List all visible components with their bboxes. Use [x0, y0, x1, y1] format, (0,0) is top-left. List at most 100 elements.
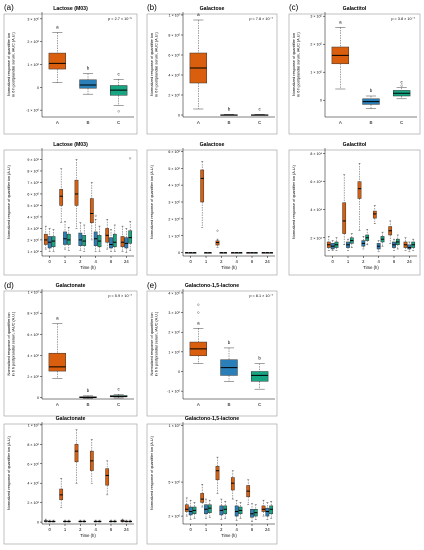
- x-axis-label: Time (h): [221, 533, 237, 538]
- y-axis-label: Normalized response of quantifier ionin …: [7, 311, 15, 376]
- x-tick-label: C: [400, 120, 404, 125]
- x-tick-label: 0: [189, 527, 192, 532]
- x-tick-label: 24: [265, 527, 270, 532]
- x-tick-label: 24: [265, 259, 270, 264]
- chart-title: Galactose: [200, 142, 225, 148]
- box-B-6: [250, 509, 254, 518]
- x-tick-label: 0: [48, 259, 51, 264]
- box-B-24: [265, 507, 270, 517]
- y-tick-label: 5 × 10⁶: [27, 204, 39, 208]
- y-tick-label: 8 × 10⁶: [168, 34, 180, 38]
- significance-letter: a: [56, 316, 59, 321]
- y-tick-label: 6 × 10⁶: [27, 333, 39, 337]
- box-B-24: [124, 237, 129, 249]
- x-tick-label: A: [197, 120, 200, 125]
- x-tick-label: 24: [124, 259, 129, 264]
- box-C-2: [82, 235, 87, 246]
- panel-1: (a) Lactose (M03) -1 × 10⁶ 0 1 × 10⁶ 2 × 10⁶ 3…: [3, 3, 138, 135]
- panel-frame: [3, 13, 138, 135]
- y-tick-label: 6 × 10⁴: [310, 180, 322, 184]
- x-tick-label: B: [86, 402, 89, 407]
- box-C-24: [128, 230, 133, 244]
- box-C: [250, 371, 269, 382]
- p-value: p = 8.1 × 10⁻⁷: [249, 294, 273, 298]
- panel-frame: [146, 13, 278, 135]
- x-tick-label: 6: [393, 259, 396, 264]
- outlier-point: [197, 311, 200, 314]
- box-B-6: [109, 237, 113, 249]
- panel-2: (b) Galactose 0 2 × 10⁶ 4 × 10⁶ 6 × 10⁶ 8 × 10…: [146, 3, 278, 135]
- box-A-2: [74, 444, 79, 463]
- box-B-1: [63, 231, 67, 245]
- p-value: p = 2.7 × 10⁻⁵: [108, 17, 132, 21]
- y-tick-label: 0: [320, 99, 322, 103]
- x-tick-label: 6: [110, 259, 113, 264]
- significance-letter: c: [118, 71, 121, 76]
- box-C-6: [112, 233, 117, 248]
- significance-letter: a: [197, 12, 200, 17]
- y-tick-label: 3 × 10⁶: [168, 311, 180, 315]
- box-B-4: [234, 505, 239, 517]
- y-axis-label-line: Normalized response of quantifier ion (A…: [150, 164, 154, 239]
- x-tick-label: 1: [205, 259, 208, 264]
- x-axis-label: Time (h): [221, 265, 237, 270]
- y-tick-label: 3 × 10⁶: [27, 227, 39, 231]
- x-tick-label: 1: [64, 259, 67, 264]
- y-tick-label: 2 × 10⁶: [168, 515, 180, 519]
- box-A-1: [342, 202, 347, 234]
- x-tick-label: A: [339, 120, 342, 125]
- box-A-1: [200, 493, 205, 503]
- y-tick-label: 0: [37, 396, 39, 400]
- x-tick-label: 1: [64, 527, 67, 532]
- y-tick-label: 4 × 10⁶: [168, 291, 180, 295]
- x-tick-label: 4: [94, 259, 97, 264]
- x-tick-label: A: [56, 402, 59, 407]
- y-axis-label-line: in 6 h postprandial serum, iAUC (A.U.): [154, 31, 158, 96]
- y-tick-label: 0: [178, 370, 180, 374]
- chart-title: Galactonate: [56, 283, 86, 289]
- y-tick-label: 2 × 10⁵: [310, 43, 322, 47]
- x-tick-label: 4: [235, 259, 238, 264]
- chart-title: Lactose (M03): [53, 6, 88, 12]
- box-A-1: [59, 189, 64, 206]
- box-A-24: [120, 236, 125, 248]
- x-tick-label: 2: [220, 527, 223, 532]
- x-tick-label: A: [197, 402, 200, 407]
- y-axis-label-line: Normalized response of quantifier ion (A…: [7, 164, 11, 239]
- x-tick-label: C: [258, 120, 262, 125]
- box-C-2: [223, 505, 228, 515]
- significance-letter: c: [118, 386, 121, 391]
- y-axis-label: Normalized response of quantifier ion (A…: [7, 435, 11, 510]
- panel-frame: [3, 423, 138, 545]
- y-tick-label: 1 × 10⁶: [168, 350, 180, 354]
- y-axis-label: Normalized response of quantifier ion (A…: [292, 164, 296, 239]
- y-tick-label: 4 × 10⁶: [27, 215, 39, 219]
- y-tick-label: 3 × 10⁶: [168, 201, 180, 205]
- y-tick-label: 2 × 10⁶: [27, 238, 39, 242]
- y-tick-label: 6 × 10⁶: [168, 150, 180, 154]
- panel-frame: [3, 149, 138, 276]
- x-tick-label: 24: [407, 259, 412, 264]
- chart-title: Galactose: [200, 6, 225, 12]
- x-tick-label: 4: [377, 259, 380, 264]
- y-tick-label: 0: [178, 251, 180, 255]
- y-axis-label-line: in 6 h postprandial serum, iAUC (A.U.): [11, 311, 15, 376]
- panel-frame: [146, 149, 278, 276]
- significance-letter: b: [87, 66, 90, 71]
- y-tick-label: 2 × 10⁶: [27, 40, 39, 44]
- panel-letter: (a): [4, 3, 14, 12]
- box-A-2: [74, 179, 79, 206]
- y-tick-label: 4 × 10⁶: [27, 482, 39, 486]
- panel-3: (c) Galactitol 0 1 × 10⁵ 2 × 10⁵ 3 × 10⁵ Norma…: [288, 3, 421, 135]
- y-tick-label: 2 × 10⁶: [168, 94, 180, 98]
- significance-letter: a: [56, 25, 59, 30]
- x-tick-label: 2: [362, 259, 365, 264]
- y-tick-label: 1 × 10⁷: [28, 291, 40, 295]
- panel-6: Galactitol 2 × 10⁴ 4 × 10⁴ 6 × 10⁴ 8 × 10⁴ No…: [288, 142, 421, 276]
- x-tick-label: 4: [94, 527, 97, 532]
- y-tick-label: 1 × 10⁶: [168, 234, 180, 238]
- y-tick-label: 1 × 10⁷: [28, 423, 40, 427]
- y-axis-label-line: Normalized response of quantifier ion: [150, 33, 154, 96]
- x-tick-label: C: [258, 402, 262, 407]
- y-axis-label-line: in 6 h postprandial serum, iAUC (A.U.): [11, 31, 15, 96]
